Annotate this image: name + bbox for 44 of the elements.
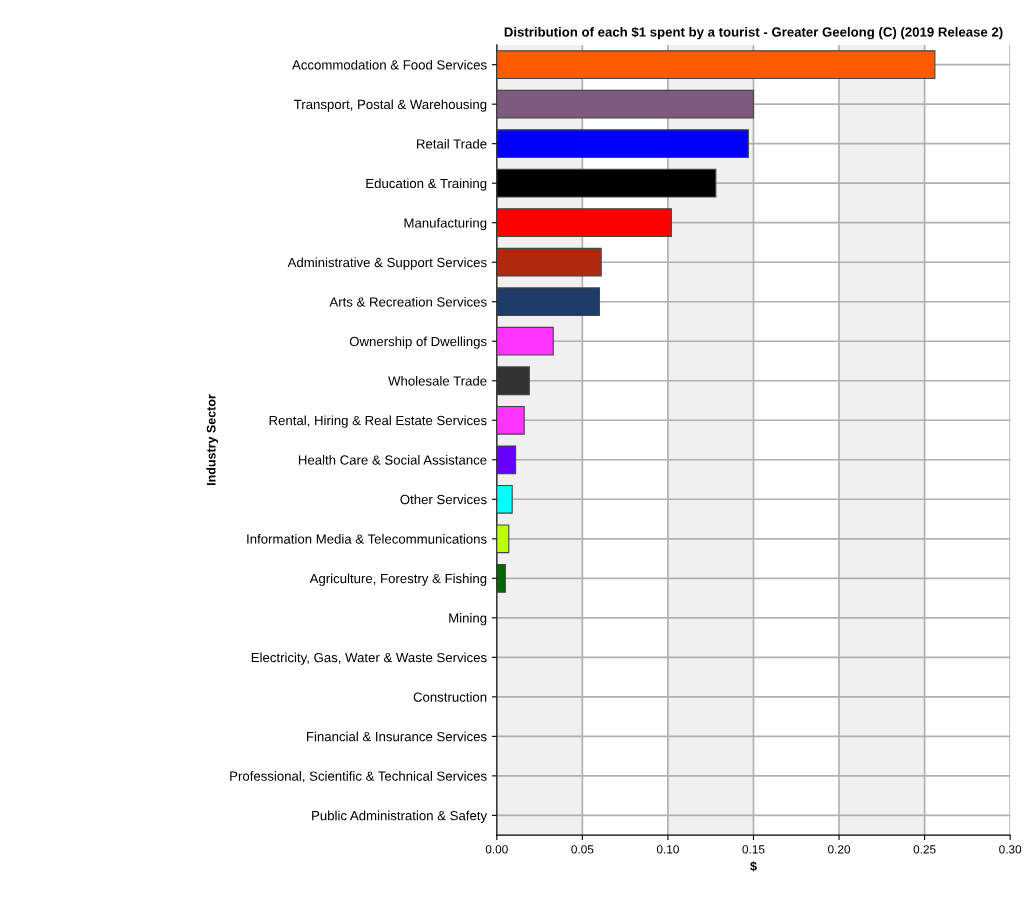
y-tick-label: Accommodation & Food Services	[292, 59, 487, 70]
x-tick-label: 0.05	[571, 845, 594, 854]
y-tick-label: Education & Training	[366, 178, 487, 191]
y-tick-label: Professional, Scientific & Technical Services	[230, 771, 487, 783]
y-tick-label: Retail Trade	[417, 138, 487, 149]
x-tick-label: 0.00	[485, 845, 508, 854]
bar	[496, 50, 936, 80]
bar	[496, 247, 602, 277]
y-tick-label: Agriculture, Forestry & Fishing	[309, 573, 487, 586]
x-tick-label: 0.25	[913, 845, 936, 854]
bar	[496, 563, 506, 593]
x-tick-label: 0.10	[656, 845, 679, 854]
bar	[496, 326, 554, 356]
y-tick-label: Transport, Postal & Warehousing	[294, 99, 487, 112]
y-tick-label: Wholesale Trade	[388, 375, 487, 386]
y-tick-label: Financial & Insurance Services	[307, 731, 487, 742]
x-tick-label: 0.20	[828, 845, 851, 854]
y-tick-label: Health Care & Social Assistance	[298, 455, 487, 465]
bar	[496, 129, 749, 159]
bar	[496, 405, 525, 435]
y-tick-label: Public Administration & Safety	[312, 810, 488, 823]
bar	[496, 89, 755, 119]
x-tick-label: 0.15	[742, 845, 765, 854]
y-tick-label: Mining	[449, 613, 487, 626]
chart-title: Distribution of each $1 spent by a tourist - Greater Geelong (C) (2019 Release 2)	[504, 26, 1003, 40]
y-tick-label: Ownership of Dwellings	[349, 336, 487, 349]
y-tick-label: Construction	[413, 692, 487, 702]
bar	[496, 168, 717, 198]
y-tick-label: Administrative & Support Services	[287, 257, 487, 270]
x-axis-title: $	[750, 861, 757, 872]
y-tick-label: Rental, Hiring & Real Estate Services	[269, 415, 487, 428]
y-tick-label: Other Services	[400, 494, 487, 505]
y-tick-label: Manufacturing	[404, 217, 487, 231]
x-tick-label: 0.30	[999, 845, 1022, 854]
y-tick-label: Electricity, Gas, Water & Waste Services	[251, 652, 487, 665]
bar	[496, 287, 601, 317]
bar	[496, 524, 510, 554]
y-axis-title: Industry Sector	[206, 394, 219, 486]
y-tick-label: Information Media & Telecommunications	[247, 534, 487, 544]
y-tick-label: Arts & Recreation Services	[329, 296, 487, 307]
bar	[496, 484, 513, 514]
bar	[496, 366, 530, 396]
bar	[496, 208, 672, 238]
bar	[496, 445, 517, 475]
